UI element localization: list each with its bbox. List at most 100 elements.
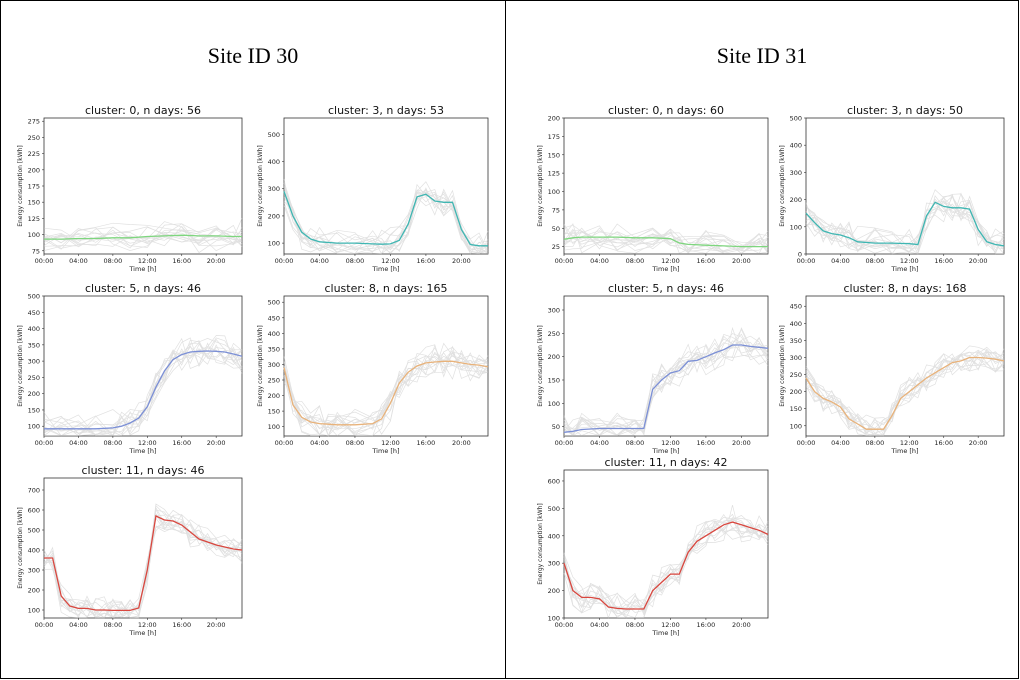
x-tick-label: 12:00 [381,439,400,447]
y-tick-label: 250 [790,371,802,379]
x-tick-label: 12:00 [900,439,919,447]
x-tick-label: 16:00 [172,439,191,447]
y-tick-label: 450 [268,314,280,322]
y-tick-label: 400 [28,547,40,555]
y-tick-label: 400 [268,330,280,338]
y-tick-label: 500 [28,293,40,301]
x-tick-label: 12:00 [661,439,680,447]
y-tick-label: 100 [28,423,40,431]
y-tick-label: 200 [268,392,280,400]
chart-title: cluster: 8, n days: 165 [324,282,447,295]
y-tick-label: 200 [790,196,802,204]
x-tick-label: 12:00 [138,621,157,629]
y-tick-label: 150 [28,199,40,207]
y-tick-label: 50 [552,225,560,233]
y-tick-label: 75 [32,247,40,255]
x-axis-label: Time [h] [371,265,399,273]
y-tick-label: 500 [790,115,802,123]
y-tick-label: 200 [28,587,40,595]
x-tick-label: 16:00 [934,439,953,447]
plot-frame [563,295,769,437]
x-axis-label: Time [h] [651,265,679,273]
x-tick-label: 00:00 [797,439,816,447]
x-tick-label: 20:00 [207,257,226,265]
y-tick-label: 0 [798,251,802,259]
y-tick-label: 100 [268,423,280,431]
x-tick-label: 12:00 [381,257,400,265]
chart-title: cluster: 11, n days: 46 [81,464,204,477]
x-tick-label: 20:00 [452,439,471,447]
x-axis-label: Time [h] [128,265,156,273]
y-axis-label: Energy consumption [kWh] [17,145,24,227]
y-axis-label: Energy consumption [kWh] [537,325,544,407]
y-tick-label: 100 [268,240,280,248]
y-tick-label: 300 [28,567,40,575]
x-tick-label: 12:00 [661,257,680,265]
y-tick-label: 400 [28,325,40,333]
x-tick-label: 08:00 [866,439,885,447]
x-tick-label: 20:00 [732,257,751,265]
y-axis-label: Energy consumption [kWh] [257,325,264,407]
x-tick-label: 20:00 [969,439,988,447]
x-tick-label: 08:00 [104,621,123,629]
y-tick-label: 400 [790,320,802,328]
x-tick-label: 20:00 [732,621,751,629]
y-tick-label: 100 [548,400,560,408]
y-tick-label: 100 [28,231,40,239]
x-tick-label: 04:00 [590,257,609,265]
y-tick-label: 250 [548,330,560,338]
x-tick-label: 16:00 [934,257,953,265]
y-tick-label: 250 [268,377,280,385]
y-tick-label: 400 [548,532,560,540]
y-tick-label: 500 [548,505,560,513]
y-tick-label: 50 [552,423,560,431]
plot-frame [283,117,489,255]
x-tick-label: 20:00 [969,257,988,265]
x-tick-label: 00:00 [275,257,294,265]
y-axis-label: Energy consumption [kWh] [779,325,786,407]
y-axis-label: Energy consumption [kWh] [17,325,24,407]
x-tick-label: 08:00 [866,257,885,265]
x-axis-label: Time [h] [128,629,156,637]
chart-site30-cluster0: cluster: 0, n days: 56 75 100 125 150 175 200 2… [17,104,243,273]
chart-title: cluster: 0, n days: 56 [85,104,201,117]
y-tick-label: 300 [548,307,560,315]
x-axis-label: Time [h] [128,447,156,455]
chart-title: cluster: 3, n days: 50 [847,104,963,117]
x-tick-label: 00:00 [275,439,294,447]
cluster-centroid-line [563,521,769,610]
cluster-centroid-line [805,356,1005,430]
x-tick-label: 08:00 [626,439,645,447]
chart-title: cluster: 0, n days: 60 [608,104,724,117]
y-tick-label: 100 [548,615,560,623]
y-axis-label: Energy consumption [kWh] [537,503,544,585]
y-tick-label: 225 [28,150,40,158]
chart-title: cluster: 5, n days: 46 [608,282,724,295]
y-tick-label: 300 [268,185,280,193]
x-tick-label: 16:00 [417,439,436,447]
x-tick-label: 08:00 [626,257,645,265]
x-tick-label: 08:00 [104,257,123,265]
x-axis-label: Time [h] [890,447,918,455]
x-tick-label: 04:00 [831,439,850,447]
x-tick-label: 12:00 [661,621,680,629]
y-tick-label: 150 [548,151,560,159]
x-axis-label: Time [h] [651,629,679,637]
y-tick-label: 200 [548,115,560,123]
cluster-centroid-line [44,515,243,612]
x-tick-label: 00:00 [35,621,54,629]
y-tick-label: 175 [28,183,40,191]
y-tick-label: 200 [28,390,40,398]
x-tick-label: 16:00 [417,257,436,265]
x-tick-label: 04:00 [590,621,609,629]
x-tick-label: 00:00 [555,257,574,265]
x-tick-label: 08:00 [346,439,365,447]
y-tick-label: 100 [28,607,40,615]
x-tick-label: 04:00 [69,257,88,265]
cluster-centroid-line [283,360,489,426]
y-tick-label: 500 [28,527,40,535]
y-tick-label: 200 [28,166,40,174]
x-tick-label: 04:00 [310,257,329,265]
y-axis-label: Energy consumption [kWh] [257,145,264,227]
y-tick-label: 600 [28,507,40,515]
